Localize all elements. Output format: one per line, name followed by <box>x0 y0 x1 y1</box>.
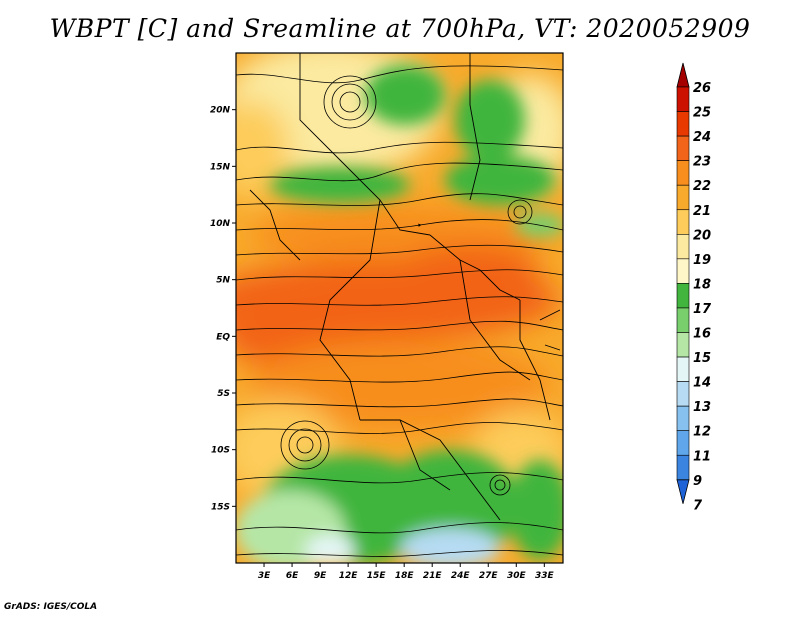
colorbar-label: 18 <box>693 277 711 292</box>
lat-tick-label: 15S <box>211 502 230 512</box>
lat-tick-label: 5N <box>216 276 230 286</box>
colorbar-bottom-triangle <box>676 479 690 504</box>
lon-tick-label: 15E <box>367 571 387 581</box>
colorbar: 26 25 24 23 22 21 20 19 18 17 16 15 14 13 12 11 9 7 <box>676 62 712 513</box>
colorbar-swatch <box>676 307 690 333</box>
colorbar-swatch <box>676 283 690 309</box>
colorbar-label: 25 <box>693 106 711 121</box>
colorbar-label: 12 <box>693 425 711 440</box>
colorbar-swatch <box>676 454 690 481</box>
lon-tick-label: 9E <box>314 571 327 581</box>
lat-tick-label: 10N <box>210 219 231 229</box>
latitude-axis: 20N 15N 10N 5N EQ 5S 10S 15S <box>210 106 236 512</box>
lat-tick-label: EQ <box>216 332 230 342</box>
colorbar-swatch <box>676 405 690 431</box>
colorbar-label: 26 <box>693 81 711 96</box>
colorbar-label: 22 <box>693 179 711 194</box>
lat-tick-label: 10S <box>211 446 230 456</box>
colorbar-swatch <box>676 111 690 137</box>
colorbar-label: 16 <box>693 327 711 342</box>
lon-tick-label: 24E <box>451 571 471 581</box>
colorbar-swatch <box>676 430 690 456</box>
grads-credit: GrADS: IGES/COLA <box>4 602 98 612</box>
longitude-axis: 3E 6E 9E 12E 15E 18E 21E 24E 27E 30E 33E <box>258 563 555 581</box>
colorbar-swatch <box>676 209 690 235</box>
lon-tick-label: 12E <box>339 571 359 581</box>
colorbar-label: 19 <box>693 253 711 268</box>
colorbar-label: 17 <box>693 302 712 317</box>
colorbar-label: 23 <box>693 155 711 170</box>
colorbar-label: 21 <box>693 204 711 219</box>
colorbar-swatch <box>676 381 690 407</box>
colorbar-label: 14 <box>693 376 711 391</box>
colorbar-swatch <box>676 234 690 260</box>
colorbar-label: 20 <box>693 228 711 243</box>
colorbar-swatch <box>676 135 690 161</box>
lon-tick-label: 21E <box>423 571 443 581</box>
lon-tick-label: 33E <box>535 571 555 581</box>
colorbar-swatch <box>676 86 690 112</box>
lat-tick-label: 15N <box>210 162 231 172</box>
lat-tick-label: 5S <box>217 389 230 399</box>
lon-tick-label: 6E <box>286 571 299 581</box>
colorbar-label: 9 <box>693 474 702 489</box>
colorbar-top-triangle <box>676 62 690 88</box>
lon-tick-label: 3E <box>258 571 271 581</box>
colorbar-swatch <box>676 258 690 284</box>
colorbar-swatch <box>676 356 690 382</box>
colorbar-swatch <box>676 160 690 186</box>
lon-tick-label: 27E <box>479 571 499 581</box>
map-frame <box>235 52 564 564</box>
colorbar-swatch <box>676 184 690 211</box>
colorbar-label: 11 <box>693 449 711 464</box>
colorbar-label: 24 <box>693 130 711 145</box>
map-title: WBPT [C] and Sreamline at 700hPa, VT: 20… <box>49 14 751 43</box>
lat-tick-label: 20N <box>210 106 231 116</box>
colorbar-swatch <box>676 332 690 358</box>
lon-tick-label: 30E <box>507 571 527 581</box>
colorbar-label: 7 <box>693 498 703 513</box>
colorbar-label: 15 <box>693 351 711 366</box>
streamlines <box>236 65 563 557</box>
colorbar-label: 13 <box>693 400 711 415</box>
country-borders <box>249 53 561 521</box>
lon-tick-label: 18E <box>395 571 415 581</box>
